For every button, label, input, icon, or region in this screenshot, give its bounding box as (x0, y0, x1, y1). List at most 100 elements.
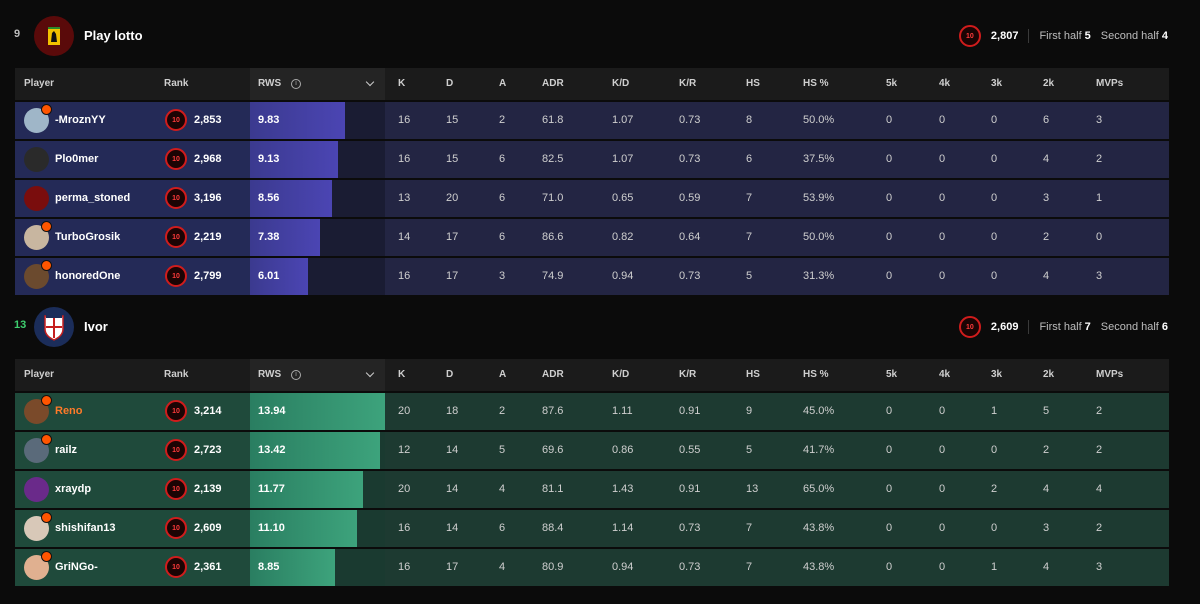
stat-k3: 0 (991, 153, 998, 165)
column-header-k2[interactable]: 2k (1043, 369, 1055, 380)
column-header-kd[interactable]: K/D (612, 78, 630, 89)
column-header-adr[interactable]: ADR (542, 369, 564, 380)
column-header-hs[interactable]: HS (746, 78, 760, 89)
column-header-kr[interactable]: K/R (679, 78, 697, 89)
stat-hs: 6 (746, 153, 753, 165)
table-row[interactable]: honoredOne 10 2,799 6.01 16 17 3 74.9 0.94 0.73 5 3… (15, 258, 1169, 295)
column-header-rank[interactable]: Rank (164, 369, 189, 380)
team-name[interactable]: Ivor (84, 319, 108, 334)
player-name[interactable]: railz (55, 444, 78, 456)
column-header-kr[interactable]: K/R (679, 369, 697, 380)
column-header-a[interactable]: A (499, 369, 507, 380)
avatar[interactable] (24, 147, 49, 172)
stat-kr: 0.91 (679, 405, 701, 417)
column-header-k3[interactable]: 3k (991, 369, 1003, 380)
player-name[interactable]: shishifan13 (55, 522, 116, 534)
info-icon[interactable]: i (291, 370, 301, 380)
player-cell[interactable]: honoredOne 10 2,799 (15, 258, 250, 295)
column-header-rws[interactable]: RWS i (250, 68, 385, 100)
skill-level-icon: 10 (958, 25, 981, 47)
player-name[interactable]: Plo0mer (55, 153, 99, 165)
avatar[interactable] (24, 477, 49, 502)
player-cell[interactable]: Reno 10 3,214 (15, 393, 250, 430)
chevron-down-icon[interactable] (365, 368, 375, 378)
column-header-mvps[interactable]: MVPs (1096, 369, 1124, 380)
column-header-adr[interactable]: ADR (542, 78, 564, 89)
player-name[interactable]: TurboGrosik (55, 231, 121, 243)
player-name[interactable]: honoredOne (55, 270, 121, 282)
avatar[interactable] (24, 186, 49, 211)
player-cell[interactable]: TurboGrosik 10 2,219 (15, 219, 250, 256)
column-header-hs[interactable]: HS (746, 369, 760, 380)
column-header-k[interactable]: K (398, 369, 406, 380)
stat-k2: 6 (1043, 114, 1050, 126)
stat-k2: 4 (1043, 483, 1050, 495)
column-header-mvps[interactable]: MVPs (1096, 78, 1124, 89)
stat-kr: 0.73 (679, 561, 701, 573)
table-row[interactable]: shishifan13 10 2,609 11.10 16 14 6 88.4 1.14 0.73… (15, 510, 1169, 547)
skill-level-icon: 10 (958, 316, 981, 338)
table-row[interactable]: GriNGo- 10 2,361 8.85 16 17 4 80.9 0.94 0.73 7 43.8… (15, 549, 1169, 586)
column-header-d[interactable]: D (446, 78, 454, 89)
player-cell[interactable]: Plo0mer 10 2,968 (15, 141, 250, 178)
player-name[interactable]: xraydp (55, 483, 92, 495)
column-header-k3[interactable]: 3k (991, 78, 1003, 89)
skill-level-icon: 10 (165, 265, 187, 287)
stat-hsp: 43.8% (803, 561, 835, 573)
column-header-k4[interactable]: 4k (939, 78, 951, 89)
team-meta: 10 2,807 First half 5 Second half 4 (958, 25, 1168, 47)
stat-k: 12 (398, 444, 411, 456)
rws-bar (250, 432, 380, 469)
table-row[interactable]: Plo0mer 10 2,968 9.13 16 15 6 82.5 1.07 0.73 6 37.5… (15, 141, 1169, 178)
second-half-label: Second half (1100, 321, 1159, 333)
stat-adr: 82.5 (542, 153, 564, 165)
column-header-rank[interactable]: Rank (164, 78, 189, 89)
player-stats-table: Player Rank RWS i K D A ADR K/D K/R HS HS % 5k 4k 3k 2k… (15, 359, 1169, 586)
team-name[interactable]: Play lotto (84, 28, 143, 43)
stat-kd: 0.94 (612, 561, 634, 573)
column-header-player[interactable]: Player (24, 369, 55, 380)
stat-kd: 1.07 (612, 153, 634, 165)
stat-k5: 0 (886, 231, 893, 243)
player-name[interactable]: -MroznYY (55, 114, 106, 126)
table-row[interactable]: Reno 10 3,214 13.94 20 18 2 87.6 1.11 0.91 9 45.0% 0… (15, 393, 1169, 430)
skill-level-icon: 10 (165, 517, 187, 539)
column-header-k2[interactable]: 2k (1043, 78, 1055, 89)
table-row[interactable]: xraydp 10 2,139 11.77 20 14 4 81.1 1.43 0.91 13 65.… (15, 471, 1169, 508)
column-header-rws[interactable]: RWS i (250, 359, 385, 391)
player-cell[interactable]: -MroznYY 10 2,853 (15, 102, 250, 139)
stat-kd: 1.07 (612, 114, 634, 126)
player-name[interactable]: GriNGo- (55, 561, 98, 573)
column-header-hsp[interactable]: HS % (803, 369, 829, 380)
stat-mvps: 0 (1096, 231, 1103, 243)
table-row[interactable]: railz 10 2,723 13.42 12 14 5 69.6 0.86 0.55 5 41.7%… (15, 432, 1169, 469)
column-header-k4[interactable]: 4k (939, 369, 951, 380)
column-header-k5[interactable]: 5k (886, 78, 898, 89)
column-header-d[interactable]: D (446, 369, 454, 380)
column-header-k5[interactable]: 5k (886, 369, 898, 380)
column-header-kd[interactable]: K/D (612, 369, 630, 380)
player-cell[interactable]: xraydp 10 2,139 (15, 471, 250, 508)
column-header-a[interactable]: A (499, 78, 507, 89)
stat-adr: 87.6 (542, 405, 564, 417)
table-row[interactable]: perma_stoned 10 3,196 8.56 13 20 6 71.0 0.65 0.59… (15, 180, 1169, 217)
table-row[interactable]: TurboGrosik 10 2,219 7.38 14 17 6 86.6 0.82 0.64 7… (15, 219, 1169, 256)
table-row[interactable]: -MroznYY 10 2,853 9.83 16 15 2 61.8 1.07 0.73 8 50.… (15, 102, 1169, 139)
player-name[interactable]: Reno (55, 405, 83, 417)
column-header-hsp[interactable]: HS % (803, 78, 829, 89)
player-name[interactable]: perma_stoned (55, 192, 131, 204)
player-cell[interactable]: GriNGo- 10 2,361 (15, 549, 250, 586)
chevron-down-icon[interactable] (365, 77, 375, 87)
first-half-score: First half 7 (1039, 321, 1090, 333)
player-cell[interactable]: perma_stoned 10 3,196 (15, 180, 250, 217)
rws-value: 11.77 (258, 483, 285, 495)
column-header-k[interactable]: K (398, 78, 406, 89)
player-cell[interactable]: railz 10 2,723 (15, 432, 250, 469)
player-cell[interactable]: shishifan13 10 2,609 (15, 510, 250, 547)
column-header-player[interactable]: Player (24, 78, 55, 89)
player-rank: 10 2,609 (165, 517, 222, 539)
stat-a: 4 (499, 561, 506, 573)
party-badge-icon (41, 221, 52, 232)
player-elo: 3,196 (194, 192, 222, 204)
info-icon[interactable]: i (291, 79, 301, 89)
